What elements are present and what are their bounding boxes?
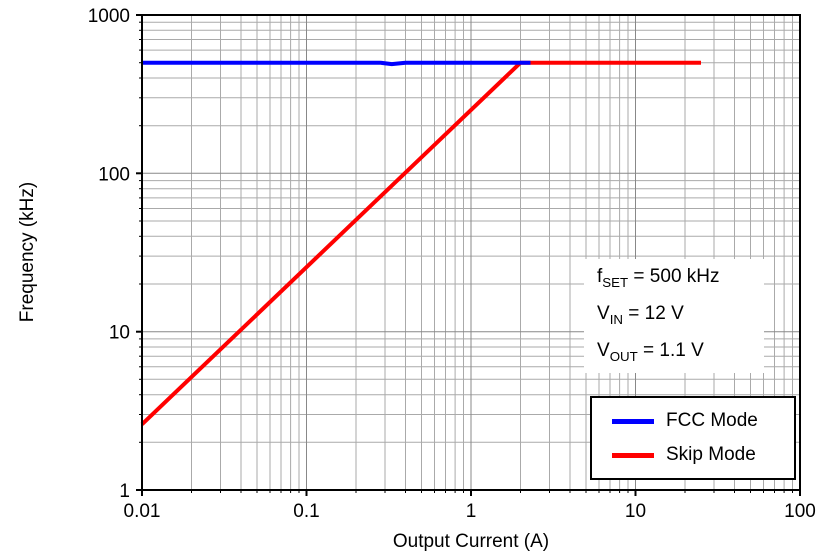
skip-mode-line-swatch <box>612 452 654 458</box>
x-axis-label: Output Current (A) <box>392 531 550 552</box>
annotation-vout-subscript: OUT <box>609 348 638 364</box>
x-tick-label: 100 <box>784 501 816 522</box>
annotation-fset-subscript: SET <box>602 274 629 290</box>
x-tick-label: 0.01 <box>124 501 161 522</box>
x-tick-label: 1 <box>466 501 477 522</box>
annotation-vin-symbol: V <box>597 302 610 324</box>
y-tick-label: 1 <box>119 481 130 502</box>
annotation-vin-value: = 12 V <box>623 302 684 324</box>
legend-label-fcc-mode: FCC Mode <box>666 410 758 431</box>
annotation-fset: fSET = 500 kHz <box>597 261 764 298</box>
y-tick-label: 100 <box>98 164 130 185</box>
series-fcc-mode <box>142 60 531 67</box>
annotation-fset-symbol: f <box>597 266 603 287</box>
x-tick-label: 0.1 <box>293 501 319 522</box>
annotation-fset-value: = 500 kHz <box>628 266 720 287</box>
legend-item-skip-mode: Skip Mode <box>612 444 794 466</box>
x-tick-label: 10 <box>625 501 646 522</box>
y-axis-label: Frequency (kHz) <box>17 181 38 323</box>
fcc-mode-line-swatch <box>612 418 654 424</box>
annotation-vout-symbol: V <box>597 339 610 361</box>
annotation-vin: VIN = 12 V <box>597 298 764 335</box>
conditions-annotation: fSET = 500 kHz VIN = 12 V VOUT = 1.1 V <box>584 259 764 374</box>
legend-item-fcc-mode: FCC Mode <box>612 410 794 432</box>
annotation-vin-subscript: IN <box>609 311 623 327</box>
legend-box: FCC Mode Skip Mode <box>590 396 796 480</box>
legend-label-skip-mode: Skip Mode <box>666 444 756 465</box>
y-tick-label: 1000 <box>88 6 130 27</box>
annotation-vout: VOUT = 1.1 V <box>597 335 764 372</box>
annotation-vout-value: = 1.1 V <box>637 339 704 361</box>
y-tick-label: 10 <box>109 323 130 344</box>
